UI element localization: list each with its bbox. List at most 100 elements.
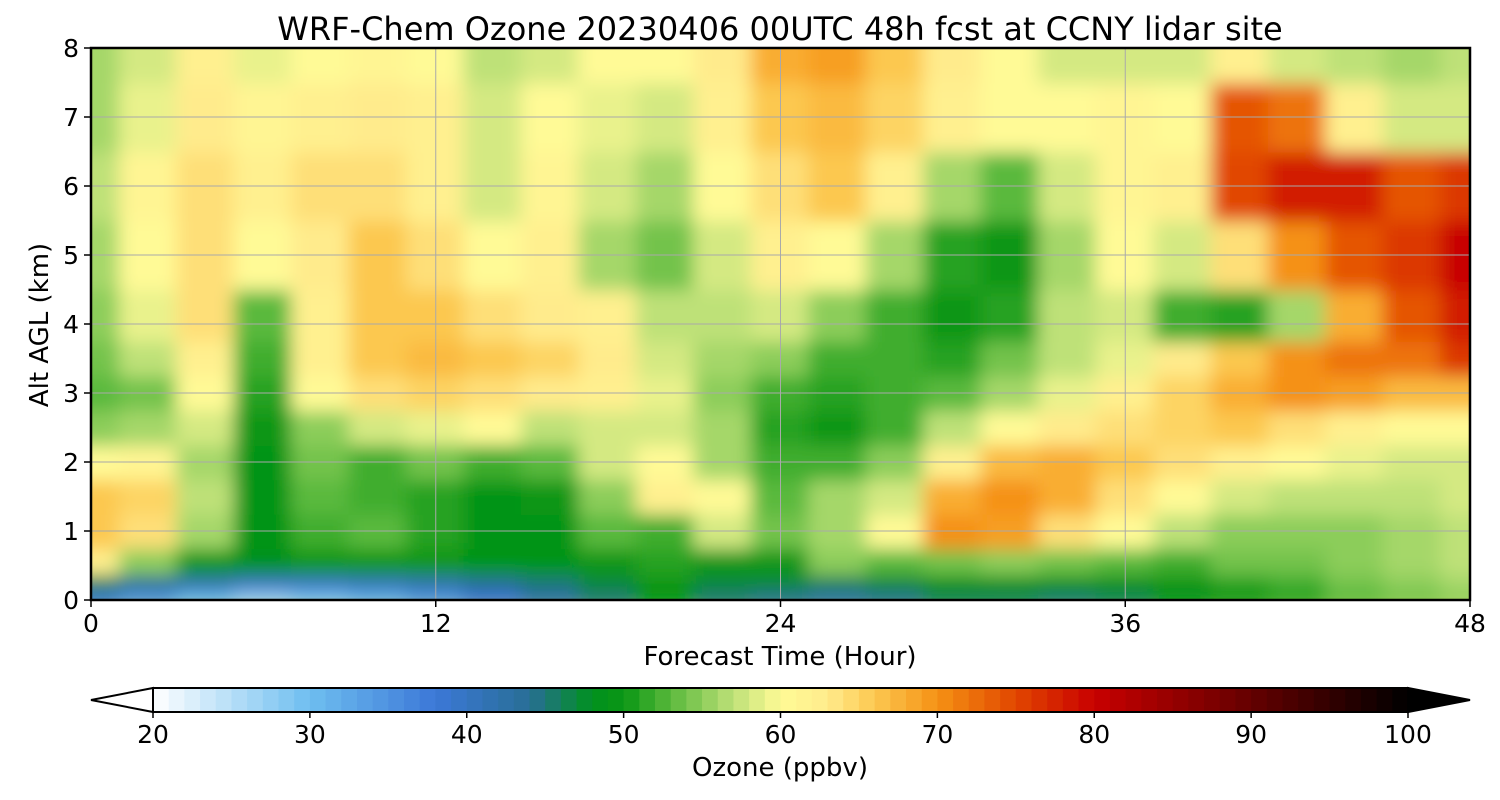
heat-cell xyxy=(1267,409,1328,446)
colorbar-segment xyxy=(1094,688,1111,712)
colorbar-segment xyxy=(529,688,546,712)
heat-cell xyxy=(578,478,638,515)
colorbar-segment xyxy=(874,688,891,712)
y-tick-label: 2 xyxy=(63,448,79,477)
heat-cell xyxy=(291,48,351,84)
colorbar-tick-label: 20 xyxy=(137,720,169,749)
heat-cell xyxy=(635,288,696,343)
heat-cell xyxy=(923,288,983,343)
colorbar-segment xyxy=(388,688,405,712)
heat-cell xyxy=(865,409,926,446)
heat-cell xyxy=(635,409,696,446)
heat-cell xyxy=(923,48,983,84)
colorbar-segment xyxy=(670,688,687,712)
heat-cell xyxy=(176,409,236,446)
heat-cell xyxy=(865,478,926,515)
heat-cell xyxy=(635,573,696,593)
colorbar-segment xyxy=(247,688,264,712)
y-tick-label: 0 xyxy=(63,586,79,615)
colorbar-segment xyxy=(686,688,703,712)
heat-cell xyxy=(520,48,581,84)
colorbar-segment xyxy=(655,688,672,712)
heat-cell xyxy=(980,573,1041,593)
heat-cell xyxy=(176,573,236,593)
heat-cell xyxy=(1210,288,1270,343)
colorbar-segment xyxy=(560,688,578,712)
colorbar-segment xyxy=(200,688,217,712)
heat-cell xyxy=(1325,478,1385,515)
colorbar-segment xyxy=(1282,688,1299,712)
colorbar-segment xyxy=(1015,688,1032,712)
heat-cell xyxy=(693,340,753,377)
colorbar-segment xyxy=(1062,688,1080,712)
heat-cell xyxy=(635,478,696,515)
y-tick-label: 6 xyxy=(63,172,79,201)
heat-cell xyxy=(1267,573,1328,593)
heat-cell xyxy=(1325,590,1385,600)
heat-cell xyxy=(865,590,926,600)
heat-cell xyxy=(1382,590,1443,600)
heat-cell xyxy=(233,288,294,343)
colorbar-tick-label: 40 xyxy=(451,720,483,749)
y-tick-label: 1 xyxy=(63,517,79,546)
y-tick-label: 3 xyxy=(63,379,79,408)
colorbar-extend-high xyxy=(1407,686,1471,714)
heat-cell xyxy=(635,590,696,600)
colorbar-segment xyxy=(231,688,248,712)
heat-cell xyxy=(1267,340,1328,377)
heat-cell xyxy=(91,340,121,377)
heat-cell xyxy=(348,573,409,593)
heat-cell xyxy=(348,288,409,343)
colorbar-tick-label: 70 xyxy=(921,720,953,749)
heat-cell xyxy=(176,590,236,600)
heat-cell xyxy=(865,340,926,377)
colorbar-label: Ozone (ppbv) xyxy=(692,753,868,783)
colorbar-segment xyxy=(749,688,766,712)
heat-cell xyxy=(1152,409,1213,446)
heat-cell xyxy=(463,478,523,515)
heat-cell xyxy=(1152,478,1213,515)
colorbar-segment xyxy=(1329,688,1346,712)
y-axis-label: Alt AGL (km) xyxy=(25,243,55,407)
heat-cell xyxy=(463,340,523,377)
heat-cell xyxy=(463,590,523,600)
heat-cell xyxy=(91,48,121,84)
colorbar-segment xyxy=(419,688,436,712)
heat-cell xyxy=(463,48,523,84)
heat-cell xyxy=(1325,409,1385,446)
heat-cell xyxy=(233,409,294,446)
heat-cell xyxy=(693,48,753,84)
colorbar-tick-label: 50 xyxy=(608,720,640,749)
heat-cell xyxy=(1440,478,1470,515)
heat-cell xyxy=(118,340,179,377)
heat-cell xyxy=(291,478,351,515)
colorbar-segment xyxy=(325,688,342,712)
heat-cell xyxy=(693,547,753,576)
colorbar-extend-low xyxy=(90,686,154,714)
colorbar-segment xyxy=(780,688,797,712)
y-tick-label: 8 xyxy=(63,34,79,63)
colorbar-segment xyxy=(1000,688,1017,712)
heat-cell xyxy=(923,573,983,593)
heat-cell xyxy=(233,478,294,515)
heat-cell xyxy=(865,48,926,84)
heat-cell xyxy=(118,478,179,515)
heat-cell xyxy=(291,573,351,593)
colorbar-segment xyxy=(1078,688,1095,712)
heat-cell xyxy=(520,573,581,593)
colorbar-segment xyxy=(404,688,421,712)
heat-cell xyxy=(233,547,294,576)
x-tick-label: 48 xyxy=(1454,609,1486,638)
heat-cell xyxy=(808,409,868,446)
heat-cell xyxy=(1210,478,1270,515)
colorbar-segment xyxy=(309,688,327,712)
colorbar-segment xyxy=(1251,688,1268,712)
heat-cell xyxy=(1382,340,1443,377)
heat-cell xyxy=(578,590,638,600)
y-tick-label: 7 xyxy=(63,103,79,132)
colorbar-segment xyxy=(262,688,279,712)
colorbar-segment xyxy=(1047,688,1064,712)
colorbar-segment xyxy=(215,688,232,712)
heat-cell xyxy=(578,409,638,446)
heat-cell xyxy=(348,409,409,446)
